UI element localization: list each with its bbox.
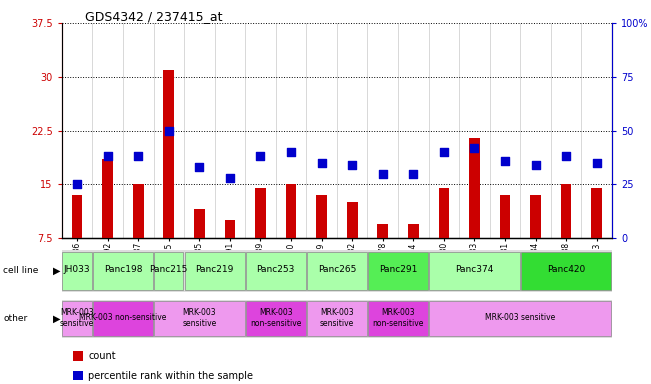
Bar: [185, 252, 245, 290]
Text: MRK-003
non-sensitive: MRK-003 non-sensitive: [372, 308, 424, 328]
Bar: [499, 195, 510, 292]
Text: ▶: ▶: [53, 266, 61, 276]
Point: [500, 157, 510, 164]
Bar: [530, 195, 541, 292]
Bar: [286, 184, 296, 292]
Bar: [521, 252, 611, 290]
Text: Panc215: Panc215: [150, 265, 188, 275]
Point: [194, 164, 204, 170]
Bar: [316, 195, 327, 292]
Bar: [62, 301, 92, 336]
Text: MRK-003
sensitive: MRK-003 sensitive: [60, 308, 94, 328]
Bar: [429, 252, 519, 290]
Bar: [439, 188, 449, 292]
Text: GDS4342 / 237415_at: GDS4342 / 237415_at: [85, 10, 222, 23]
Point: [133, 153, 143, 159]
Text: MRK-003
non-sensitive: MRK-003 non-sensitive: [250, 308, 301, 328]
Bar: [307, 252, 367, 290]
Bar: [469, 138, 480, 292]
Bar: [246, 301, 306, 336]
Bar: [194, 209, 204, 292]
Bar: [255, 188, 266, 292]
Text: Panc253: Panc253: [256, 265, 295, 275]
Text: Panc219: Panc219: [195, 265, 234, 275]
Point: [469, 145, 480, 151]
Bar: [93, 301, 153, 336]
Bar: [62, 252, 92, 290]
Text: JH033: JH033: [64, 265, 90, 275]
Bar: [154, 252, 184, 290]
Point: [561, 153, 572, 159]
Text: ▶: ▶: [53, 314, 61, 324]
Bar: [225, 220, 235, 292]
Point: [316, 160, 327, 166]
Text: MRK-003
sensitive: MRK-003 sensitive: [320, 308, 354, 328]
Text: Panc420: Panc420: [547, 265, 585, 275]
Text: cell line: cell line: [3, 266, 38, 275]
Bar: [347, 202, 357, 292]
Bar: [368, 252, 428, 290]
Bar: [378, 224, 388, 292]
Bar: [591, 188, 602, 292]
Text: Panc198: Panc198: [104, 265, 142, 275]
Point: [347, 162, 357, 168]
Text: Panc374: Panc374: [455, 265, 493, 275]
Point: [163, 127, 174, 134]
Text: Panc265: Panc265: [318, 265, 356, 275]
Point: [408, 170, 419, 177]
Point: [225, 175, 235, 181]
Point: [286, 149, 296, 155]
Text: MRK-003
sensitive: MRK-003 sensitive: [182, 308, 217, 328]
Point: [378, 170, 388, 177]
Bar: [561, 184, 572, 292]
Point: [531, 162, 541, 168]
Bar: [429, 301, 611, 336]
Text: MRK-003 sensitive: MRK-003 sensitive: [485, 313, 555, 323]
Bar: [72, 195, 83, 292]
Bar: [93, 252, 153, 290]
Bar: [368, 301, 428, 336]
Bar: [408, 224, 419, 292]
Text: other: other: [3, 314, 27, 323]
Text: MRK-003 non-sensitive: MRK-003 non-sensitive: [79, 313, 167, 323]
Bar: [102, 159, 113, 292]
Bar: [73, 371, 83, 380]
Point: [102, 153, 113, 159]
Text: percentile rank within the sample: percentile rank within the sample: [89, 371, 253, 381]
Bar: [246, 252, 306, 290]
Bar: [307, 301, 367, 336]
Point: [439, 149, 449, 155]
Point: [72, 181, 82, 187]
Text: Panc291: Panc291: [379, 265, 417, 275]
Bar: [73, 351, 83, 361]
Point: [592, 160, 602, 166]
Bar: [163, 70, 174, 292]
Bar: [154, 301, 245, 336]
Text: count: count: [89, 351, 116, 361]
Point: [255, 153, 266, 159]
Bar: [133, 184, 144, 292]
